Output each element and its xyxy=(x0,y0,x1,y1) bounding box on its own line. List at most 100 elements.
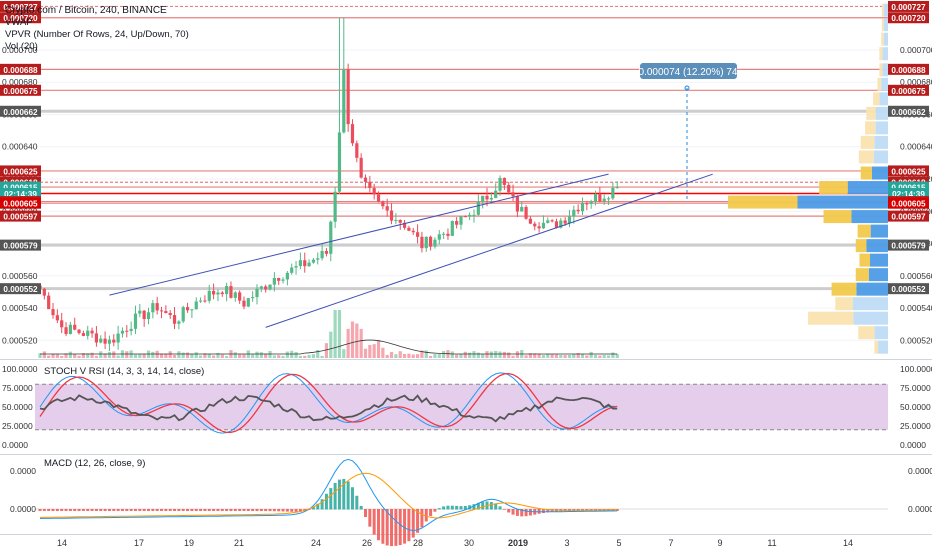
time-tick-label: 7 xyxy=(668,538,673,548)
candle-body xyxy=(606,198,611,200)
macd-histogram-bar xyxy=(424,509,428,522)
macd-histogram-bar xyxy=(268,509,272,512)
macd-histogram-bar xyxy=(38,509,42,511)
stoch-tick-label: 25.0000 xyxy=(2,421,33,431)
candle-body xyxy=(593,194,598,202)
volume-bar xyxy=(489,351,493,358)
time-tick-label: 11 xyxy=(767,538,776,548)
vp-down-bar xyxy=(797,195,888,209)
price-label-text: 0.000688 xyxy=(3,66,38,75)
candle-body xyxy=(68,324,72,334)
macd-histogram-bar xyxy=(377,509,381,541)
volume-bar xyxy=(450,351,454,358)
candle-body xyxy=(554,221,559,228)
vp-up-bar xyxy=(881,32,884,46)
vp-up-bar xyxy=(858,326,875,340)
volume-ma-line xyxy=(40,339,618,355)
candle-body xyxy=(233,292,237,298)
volume-bar xyxy=(463,351,467,358)
candle-body xyxy=(272,278,276,285)
macd-histogram-bar xyxy=(355,495,359,510)
macd-histogram-bar xyxy=(99,509,103,511)
candle-body xyxy=(307,262,311,267)
candle-body xyxy=(99,338,103,343)
macd-histogram-bar xyxy=(186,509,190,511)
volume-bar xyxy=(285,351,289,358)
candle-body xyxy=(455,221,459,225)
time-tick-label: 24 xyxy=(311,538,321,548)
candle-body xyxy=(537,226,541,229)
volume-bar xyxy=(442,351,446,358)
vp-down-bar xyxy=(852,297,888,311)
vp-up-bar xyxy=(860,135,875,149)
macd-histogram-bar xyxy=(60,509,64,511)
candle-body xyxy=(90,330,94,334)
vp-down-bar xyxy=(853,311,888,325)
volume-bar xyxy=(329,331,333,358)
vp-down-bar xyxy=(882,47,888,61)
macd-histogram-bar xyxy=(238,509,242,511)
candle-body xyxy=(415,232,420,237)
candle-body xyxy=(164,311,168,314)
candle-body xyxy=(290,267,294,273)
candle-body xyxy=(333,191,337,222)
volume-bar xyxy=(81,353,85,358)
macd-histogram-bar xyxy=(51,509,55,511)
price-tick-label: 0.000680 xyxy=(900,77,932,87)
macd-histogram-bar xyxy=(372,509,376,535)
candle-body xyxy=(220,292,224,295)
candle-body xyxy=(268,284,272,290)
candle-body xyxy=(546,220,550,223)
macd-histogram-bar xyxy=(298,509,302,512)
price-tick-label: 0.000540 xyxy=(2,303,38,313)
volume-bar xyxy=(415,354,420,358)
candle-body xyxy=(381,201,385,207)
time-tick-label: 26 xyxy=(362,538,372,548)
trend-channel[interactable] xyxy=(109,173,713,328)
candle-body xyxy=(112,339,116,343)
price-label-text: 0.000597 xyxy=(891,213,926,222)
vp-up-bar xyxy=(881,18,884,32)
macd-histogram-bar xyxy=(320,499,324,510)
macd-histogram-bar xyxy=(528,509,532,516)
macd-histogram-bar xyxy=(107,509,111,511)
candle-body xyxy=(602,198,606,202)
macd-histogram-bar xyxy=(407,509,411,542)
price-tick-label: 0.000560 xyxy=(2,271,38,281)
macd-histogram-bar xyxy=(381,509,385,544)
study-vpvr: VPVR (Number Of Rows, 24, Up/Down, 70) xyxy=(5,29,189,40)
macd-histogram-bar xyxy=(220,509,224,511)
candle-body xyxy=(429,236,433,247)
candle-body xyxy=(589,201,593,204)
macd-histogram-bar xyxy=(550,509,554,512)
price-label-text: 0.000597 xyxy=(3,213,38,222)
time-axis: 14 17 19 21 24 26 28 30 2019 3 5 7 9 11 14 xyxy=(57,538,853,548)
vp-down-bar xyxy=(871,166,888,180)
candle-body xyxy=(368,181,372,189)
candle-body xyxy=(346,69,350,125)
macd-histogram-bar xyxy=(398,509,402,546)
candle-body xyxy=(311,259,316,263)
vp-up-bar xyxy=(865,121,876,135)
vp-up-bar xyxy=(857,224,871,238)
macd-histogram-bar xyxy=(181,509,185,511)
macd-histogram-bar xyxy=(207,509,211,511)
candle-body xyxy=(138,310,142,314)
macd-histogram-bar xyxy=(242,509,246,511)
macd-histogram-bar xyxy=(333,483,337,510)
price-label-text: 0.000720 xyxy=(3,14,38,23)
candle-body xyxy=(559,220,563,228)
volume-bar xyxy=(524,355,528,358)
macd-histogram-bar xyxy=(112,509,116,511)
measure-tool[interactable]: 0.000074 (12.20%) 74 xyxy=(639,63,738,200)
vp-up-bar xyxy=(881,3,884,17)
vp-down-bar xyxy=(881,77,888,91)
macd-histogram-bar xyxy=(285,509,289,512)
candle-body xyxy=(376,194,381,202)
candle-body xyxy=(502,177,506,185)
candle-body xyxy=(446,233,450,236)
vp-down-bar xyxy=(882,63,888,77)
vp-down-bar xyxy=(875,106,888,120)
